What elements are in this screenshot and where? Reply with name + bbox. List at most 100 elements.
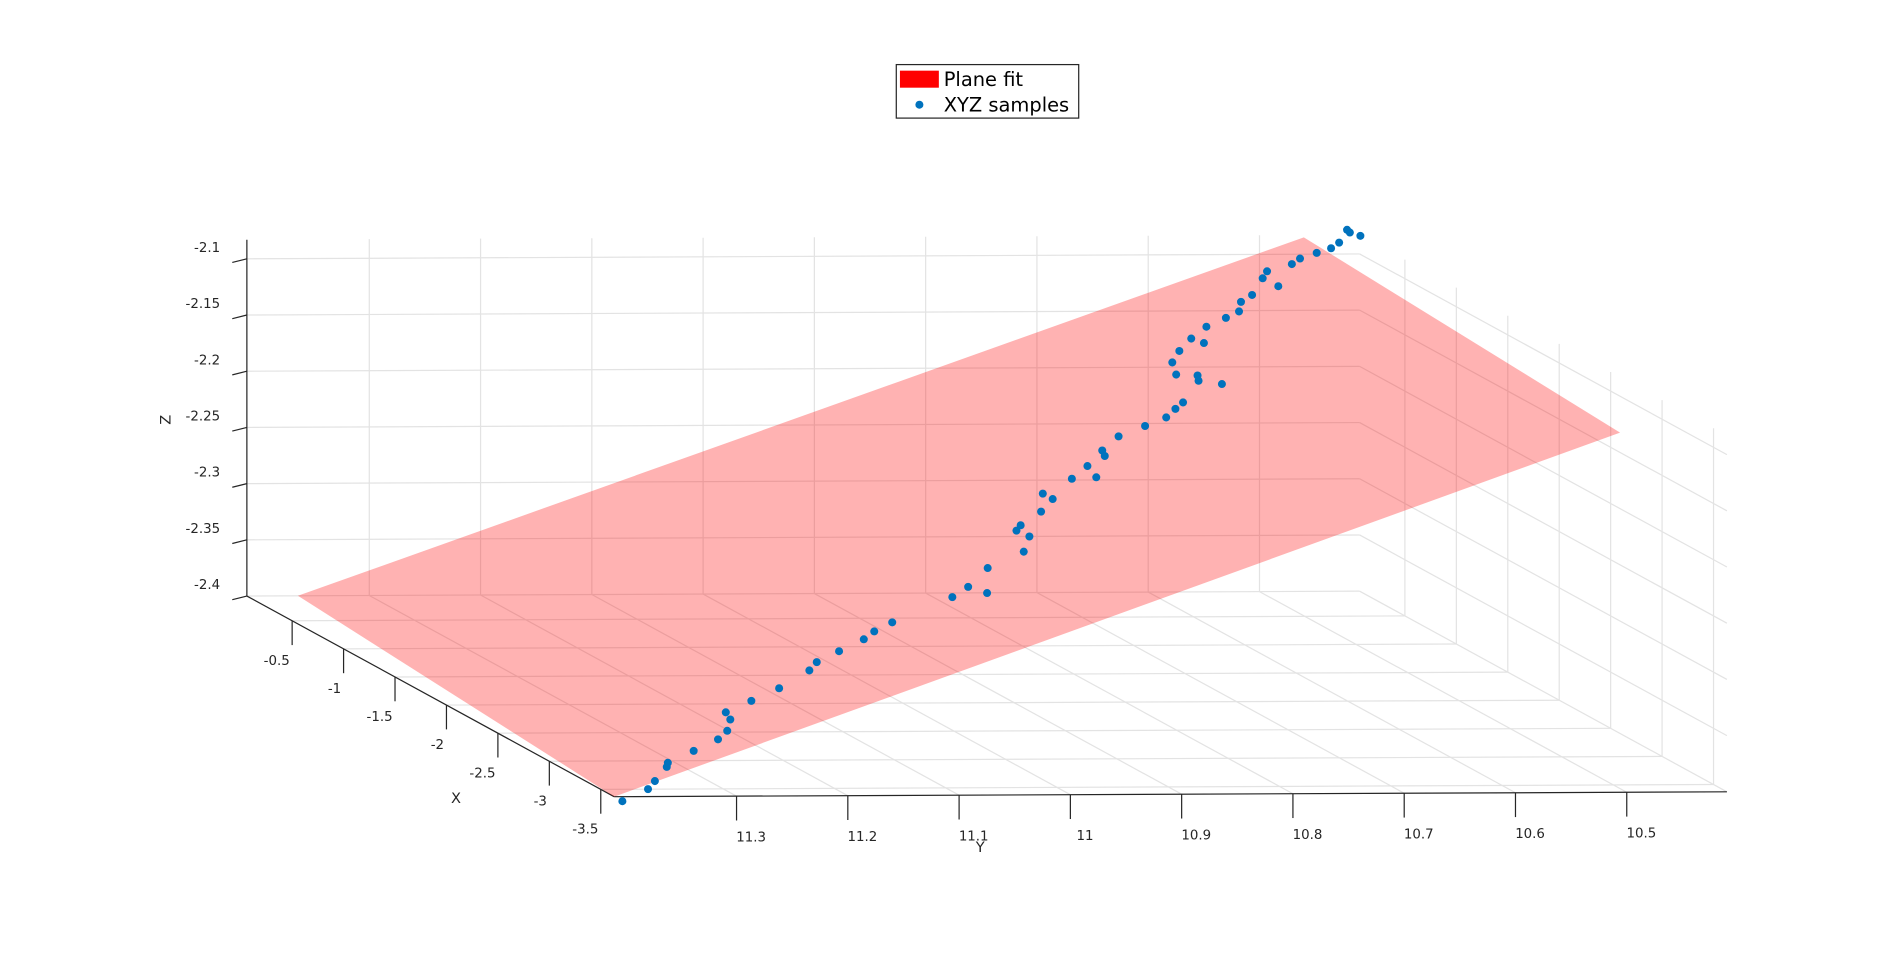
sample-point [1194,376,1203,385]
sample-point [1025,532,1034,541]
x-axis-label: X [451,790,461,807]
grid-line [1359,478,1728,680]
grid-line [368,594,737,797]
y-tick-label: 10.5 [1626,827,1656,842]
grid-line [1359,422,1728,624]
z-tick [232,370,248,376]
grid-line [549,755,1663,762]
sample-point [1236,297,1246,306]
legend-label: XYZ samples [944,93,1069,116]
z-tick-label: -2.3 [194,466,220,481]
grid-line [246,478,1360,485]
y-tick-label: 11.2 [848,830,878,845]
sample-point [1114,432,1123,441]
sample-point [888,618,897,627]
sample-point [1345,228,1354,237]
grid-line [1359,253,1728,456]
z-tick [232,539,248,545]
sample-point [1162,413,1171,422]
sample-point [1048,495,1057,504]
grid-line [246,590,1360,597]
sample-point [1187,334,1196,343]
grid [246,235,1728,797]
grid-line [480,594,849,797]
sample-point [1274,282,1283,291]
sample-point [1141,422,1150,431]
sample-point [1172,370,1181,379]
sample-point [1019,547,1028,556]
z-tick [232,595,248,601]
sample-point [835,647,844,656]
grid-line [395,671,1508,678]
sample-point [663,758,672,767]
grid-line [446,699,1560,706]
grid-line [246,365,1360,372]
sample-point [1083,462,1092,471]
grid-line [814,593,1182,795]
sample-point [747,696,756,705]
z-tick-label: -2.25 [186,409,221,424]
sample-point [1296,254,1305,263]
x-tick-label: -0.5 [264,654,290,669]
sample-point [1335,238,1344,247]
sample-point [1217,380,1226,389]
marks [297,225,1621,806]
sample-point [1037,507,1046,516]
grid-line [925,592,1294,795]
z-tick-label: -2.35 [186,522,221,537]
sample-point [1016,521,1025,530]
y-tick-label: 10.6 [1515,827,1545,842]
sample-point [1287,260,1296,269]
grid-line [246,309,1360,316]
sample-point [650,777,659,786]
grid-line [1359,309,1728,512]
grid-line [1359,590,1728,793]
x-tick-label: -2.5 [469,766,495,781]
sample-point [983,589,992,598]
sample-point [1221,313,1230,322]
grid-line [591,593,960,796]
z-tick [232,258,248,264]
grid-line [343,643,1457,650]
legend-swatch [915,100,924,109]
grid-line [1359,534,1728,737]
sample-point [1312,248,1321,257]
z-tick-label: -2.2 [194,353,220,368]
grid-line [246,253,1360,260]
sample-point [805,666,814,675]
sample-point [713,735,723,744]
sample-point [859,635,868,644]
sample-point [983,564,992,573]
y-tick-label: 11.3 [736,831,766,846]
sample-point [1175,346,1184,355]
sample-point [1258,274,1267,283]
sample-point [775,684,784,693]
sample-point [1235,307,1244,316]
sample-point [1356,231,1365,240]
sample-point [1248,290,1257,299]
grid-line [246,534,1360,541]
z-axis-label: Z [158,415,175,425]
axes: -2.1 -2.15 -2.2 -2.25 -2.3 -2.35 -2.4 -0.5 -1 -1.… [186,239,1727,846]
x-tick-label: -3 [534,794,547,809]
sample-point [618,797,627,806]
sample-point [723,726,732,735]
x-axis [246,595,615,798]
sample-point [689,746,698,755]
x-tick-label: -1 [328,682,341,697]
sample-point [1327,244,1336,253]
sample-point [1263,267,1272,276]
z-tick [232,314,248,320]
grid-line [600,783,1714,790]
sample-point [870,627,879,636]
legend-label: Plane fit [944,68,1024,91]
plane-surface [297,237,1621,797]
grid-line [1259,591,1628,793]
z-tick-label: -2.15 [186,297,221,312]
y-tick-label: 10.7 [1404,828,1434,843]
sample-point [1202,322,1211,331]
sample-point [1067,474,1076,483]
z-tick [232,483,248,488]
